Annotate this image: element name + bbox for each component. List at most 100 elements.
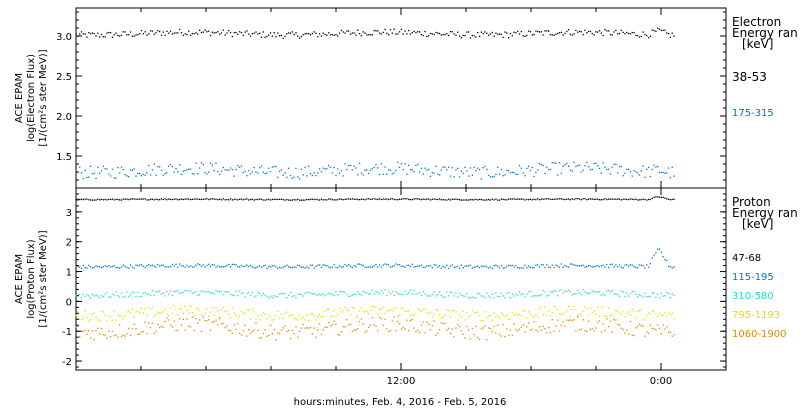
data-point — [106, 199, 108, 201]
data-point — [386, 198, 388, 200]
series-175-315 — [75, 161, 675, 180]
data-point — [408, 329, 410, 332]
data-point — [540, 198, 543, 200]
data-point — [620, 166, 622, 168]
data-point — [209, 292, 212, 294]
data-point — [460, 264, 463, 266]
data-point — [380, 266, 383, 268]
data-point — [155, 266, 157, 268]
data-point — [220, 309, 223, 311]
data-point — [446, 199, 448, 201]
data-point — [493, 175, 495, 178]
data-point — [446, 169, 448, 171]
data-point — [602, 305, 604, 308]
data-point — [362, 31, 364, 33]
data-point — [589, 265, 592, 267]
data-point — [177, 171, 179, 173]
data-point — [448, 310, 450, 312]
data-point — [317, 294, 319, 296]
data-point — [304, 319, 306, 321]
data-point — [235, 314, 237, 316]
data-point — [360, 318, 363, 320]
data-point — [95, 316, 97, 319]
data-point — [326, 199, 328, 201]
data-point — [109, 175, 112, 177]
data-point — [478, 198, 481, 201]
data-point — [418, 309, 421, 311]
data-point — [206, 173, 208, 175]
data-point — [231, 294, 234, 296]
data-point — [435, 308, 437, 310]
data-point — [308, 319, 310, 322]
data-point — [671, 198, 673, 201]
data-point — [504, 315, 506, 318]
data-point — [567, 165, 570, 167]
data-point — [475, 169, 477, 172]
data-point — [606, 168, 608, 171]
data-point — [82, 264, 84, 267]
data-point — [478, 293, 481, 295]
data-point — [204, 319, 206, 322]
data-point — [671, 267, 673, 269]
data-point — [278, 317, 281, 320]
data-point — [640, 35, 642, 38]
data-point — [533, 198, 535, 200]
data-point — [638, 199, 641, 201]
data-point — [517, 173, 519, 176]
data-point — [198, 29, 201, 31]
data-point — [642, 296, 644, 298]
data-point — [631, 334, 633, 336]
data-point — [148, 164, 150, 167]
data-point — [409, 168, 412, 171]
data-point — [513, 31, 515, 33]
data-point — [547, 266, 550, 268]
data-point — [451, 167, 453, 169]
data-point — [277, 296, 279, 298]
data-point — [324, 310, 326, 312]
data-point — [231, 263, 234, 266]
data-point — [624, 198, 626, 200]
data-point — [220, 290, 223, 293]
data-point — [575, 264, 577, 267]
data-point — [308, 327, 310, 329]
data-point — [498, 333, 501, 336]
data-point — [657, 293, 659, 295]
data-point — [649, 198, 652, 201]
data-point — [507, 334, 510, 336]
data-point — [171, 165, 174, 168]
data-point — [357, 198, 359, 201]
data-point — [213, 198, 215, 200]
data-point — [300, 327, 303, 329]
data-point — [562, 198, 564, 200]
data-point — [455, 266, 457, 268]
data-point — [142, 265, 144, 268]
data-point — [497, 33, 499, 35]
data-point — [337, 313, 339, 316]
data-point — [268, 265, 270, 268]
data-point — [417, 265, 419, 267]
data-point — [104, 334, 106, 336]
data-point — [449, 332, 452, 335]
data-point — [480, 320, 483, 322]
data-point — [618, 32, 621, 35]
data-point — [260, 198, 263, 200]
data-point — [240, 264, 243, 267]
data-point — [288, 294, 290, 296]
data-point — [649, 35, 652, 37]
data-point — [638, 294, 641, 296]
data-point — [667, 292, 670, 295]
data-point — [575, 293, 577, 295]
data-point — [533, 320, 535, 323]
data-point — [353, 198, 355, 201]
data-point — [398, 198, 401, 200]
data-point — [286, 176, 288, 179]
data-point — [108, 330, 110, 332]
data-point — [428, 323, 430, 326]
data-point — [488, 174, 490, 176]
data-point — [584, 266, 586, 268]
data-point — [457, 319, 459, 321]
data-point — [531, 315, 533, 317]
data-point — [260, 314, 263, 316]
data-point — [124, 295, 126, 298]
data-point — [377, 198, 379, 201]
